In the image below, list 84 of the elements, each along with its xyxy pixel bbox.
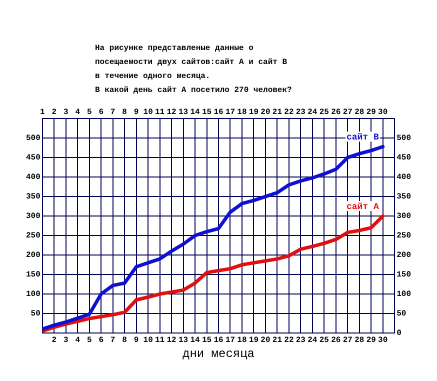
x2-tick-label: 20 [260,108,270,117]
x-tick-label: 12 [166,336,177,345]
y2-tick-label: 200 [396,251,412,260]
y2-tick-label: 450 [396,154,412,163]
y-tick-label: 450 [26,154,41,163]
x2-tick-label: 18 [237,108,247,117]
x-tick-label: 23 [296,336,306,345]
x2-tick-label: 11 [154,108,165,117]
x2-tick-label: 21 [272,108,282,117]
x2-tick-label: 30 [378,108,388,117]
x-tick-label: 2 [52,336,57,345]
x2-tick-label: 3 [63,108,68,117]
x-tick-label: 6 [98,336,104,345]
x-tick-label: 22 [284,336,294,345]
x2-tick-label: 27 [342,108,353,117]
x-tick-label: 3 [63,336,68,345]
y-tick-label: 200 [26,251,41,260]
y2-tick-label: 250 [396,232,412,241]
x-tick-label: 11 [154,336,165,345]
x-tick-label: 15 [202,336,212,345]
x2-tick-label: 23 [296,108,306,117]
x2-tick-label: 2 [52,108,57,117]
x-tick-label: 30 [378,336,388,345]
y-tick-label: 100 [26,290,41,300]
y2-tick-label: 50 [396,310,406,319]
y2-tick-label: 300 [396,212,412,222]
x2-tick-label: 16 [214,108,224,117]
y-tick-label: 300 [26,212,41,222]
x-tick-label: 19 [248,336,259,345]
y2-tick-label: 150 [396,270,412,280]
x-tick-label: 18 [237,336,247,345]
y2-tick-label: 500 [396,134,412,144]
x2-tick-label: 22 [284,108,294,117]
x-tick-label: 24 [308,336,318,345]
x2-tick-label: 26 [331,108,341,117]
x-tick-label: 28 [354,336,364,345]
x2-tick-label: 13 [178,108,188,117]
y-tick-label: 250 [26,232,41,241]
x-tick-label: 5 [86,336,92,345]
x-tick-label: 13 [178,336,188,345]
x2-tick-label: 4 [75,108,80,117]
x2-tick-label: 14 [190,108,200,117]
y2-tick-label: 350 [396,192,412,202]
x2-tick-label: 19 [248,108,259,117]
x2-tick-label: 7 [110,108,116,117]
x2-tick-label: 25 [319,108,330,117]
x2-tick-label: 28 [354,108,364,117]
x2-tick-label: 15 [202,108,212,117]
series-label: сайт В [346,132,380,142]
x-tick-label: 8 [122,336,128,345]
x-tick-label: 16 [214,336,224,345]
x2-tick-label: 6 [98,108,104,117]
x2-tick-label: 29 [366,108,376,117]
x-tick-label: 7 [110,336,116,345]
y-tick-label: 500 [26,134,41,144]
y-tick-label: 350 [26,192,41,202]
x-tick-label: 21 [272,336,282,345]
x-tick-label: 14 [190,336,200,345]
x2-tick-label: 24 [308,108,318,117]
x-tick-label: 9 [134,336,139,345]
x2-tick-label: 12 [166,108,177,117]
x2-tick-label: 8 [122,108,128,117]
y-tick-label: 150 [26,270,41,280]
x-axis-title: дни месяца [182,346,255,361]
y2-tick-label: 100 [396,290,412,300]
x2-tick-label: 9 [134,108,139,117]
x-tick-label: 27 [342,336,353,345]
x-tick-label: 26 [331,336,341,345]
series-label: сайт А [346,202,380,212]
y2-tick-label: 400 [396,173,412,182]
x2-tick-label: 10 [143,108,154,117]
x-tick-label: 20 [260,336,270,345]
x-tick-label: 25 [319,336,330,345]
x-tick-label: 4 [75,336,80,345]
x2-tick-label: 1 [40,108,45,117]
x2-tick-label: 17 [225,108,236,117]
x-tick-label: 10 [143,336,154,345]
x-tick-label: 17 [225,336,236,345]
x-tick-label: 29 [366,336,376,345]
chart-title: На рисунке представленые данные о посещаемости двух сайтов:сайт А и сайт В в течение одного месяца. В какой день сайт А посетило 270 человек? [95,43,292,97]
y2-tick-label: 0 [396,329,402,338]
x2-tick-label: 5 [86,108,92,117]
y-tick-label: 50 [30,310,41,319]
y-tick-label: 400 [26,173,41,182]
